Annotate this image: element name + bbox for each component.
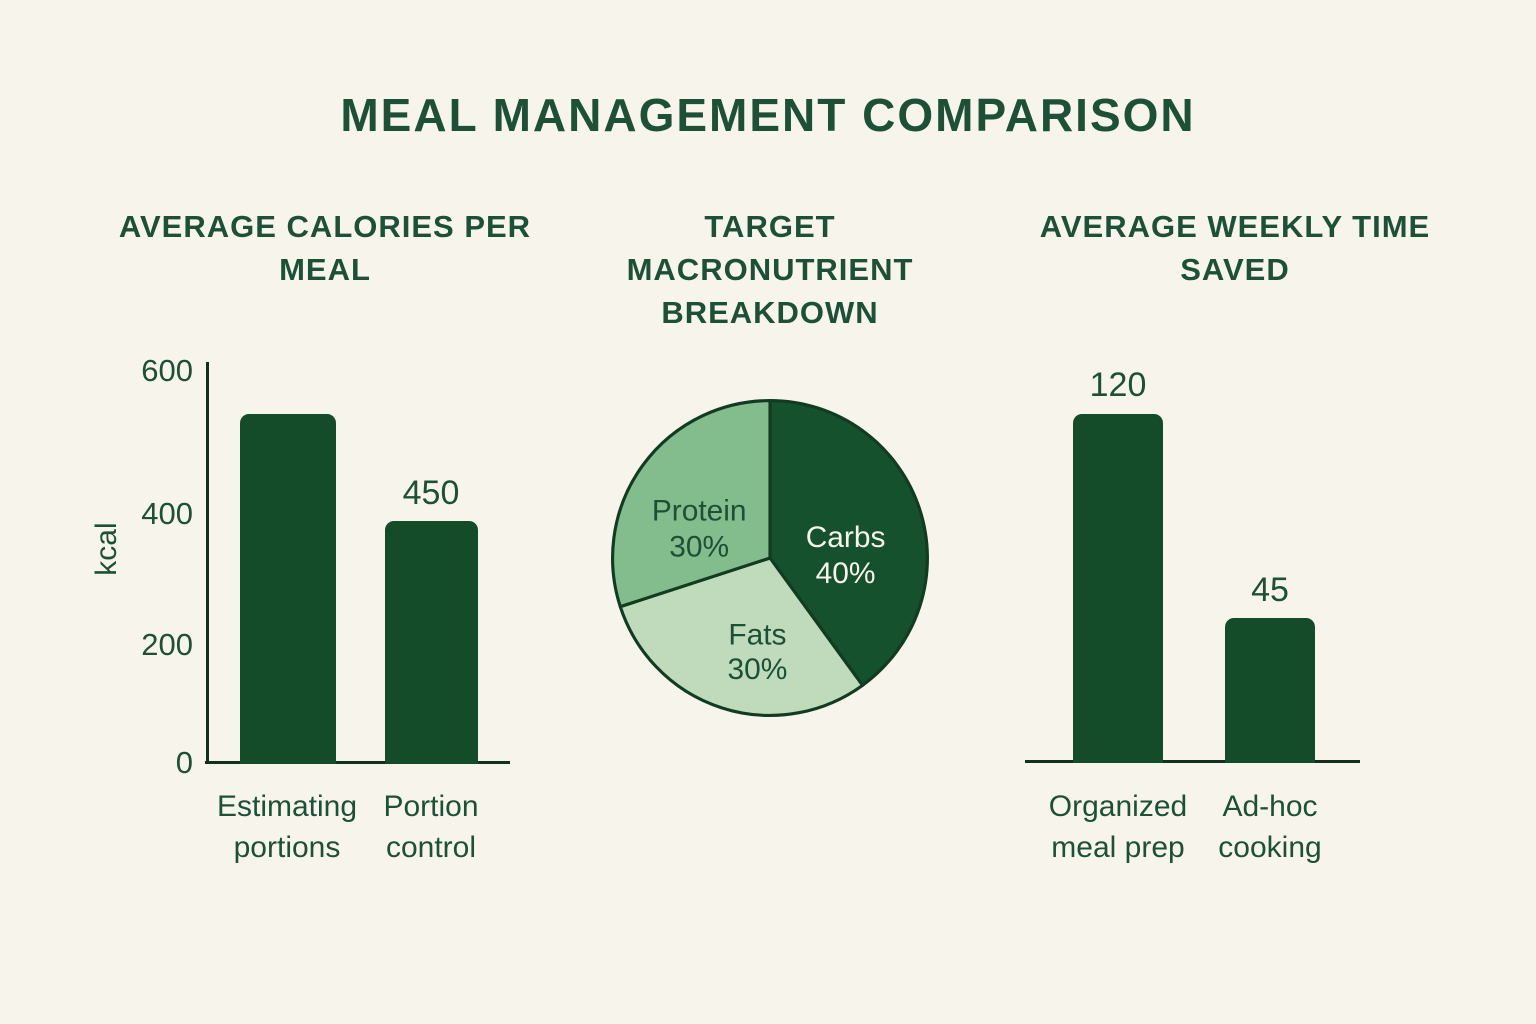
pie-pct-carbs: 40% [816, 557, 876, 590]
bar-portion-control [385, 521, 478, 764]
bar-value-adhoc-cooking: 45 [1251, 571, 1289, 609]
category-label-portion-control: Portion control [383, 790, 479, 864]
pie-svg: Protein 30% Carbs 40% Fats 30% [611, 399, 929, 717]
bar-estimating-portions [240, 414, 336, 764]
pie-label-carbs: Carbs [806, 521, 886, 554]
bar-organized-meal-prep [1073, 414, 1163, 763]
pie-slice-protein [611, 399, 772, 609]
pie-slice-fats [618, 556, 865, 717]
right-chart-title: AVERAGE WEEKLY TIME SAVED [1039, 209, 1431, 287]
pie-pct-protein: 30% [669, 530, 729, 563]
bar-value-organized-meal-prep: 120 [1089, 366, 1147, 404]
page-title: MEAL MANAGEMENT COMPARISON [340, 89, 1196, 141]
bar-value-portion-control: 450 [402, 474, 460, 512]
category-label-organized-meal-prep: Organized meal prep [1048, 790, 1188, 864]
category-label-adhoc-cooking: Ad-hoc cooking [1218, 790, 1322, 864]
right-x-axis [1025, 760, 1360, 763]
left-chart-title: AVERAGE CALORIES PER MEAL [118, 209, 532, 287]
left-ytick-600: 600 [141, 353, 193, 388]
pie-slice-carbs [768, 399, 929, 687]
left-x-axis [205, 761, 510, 764]
bar-adhoc-cooking [1225, 618, 1315, 763]
left-y-axis [206, 362, 209, 764]
pie-pct-fats: 30% [727, 653, 787, 686]
left-ytick-400: 400 [141, 496, 193, 531]
pie-label-protein: Protein [652, 494, 747, 527]
middle-chart-title: TARGET MACRONUTRIENT BREAKDOWN [626, 209, 914, 330]
left-ytick-200: 200 [141, 627, 193, 662]
macronutrient-pie-chart: Protein 30% Carbs 40% Fats 30% [600, 388, 940, 728]
pie-label-fats: Fats [728, 619, 786, 652]
left-y-axis-label: kcal [90, 522, 123, 576]
left-ytick-0: 0 [175, 745, 193, 780]
category-label-estimating-portions: Estimating portions [216, 790, 358, 864]
